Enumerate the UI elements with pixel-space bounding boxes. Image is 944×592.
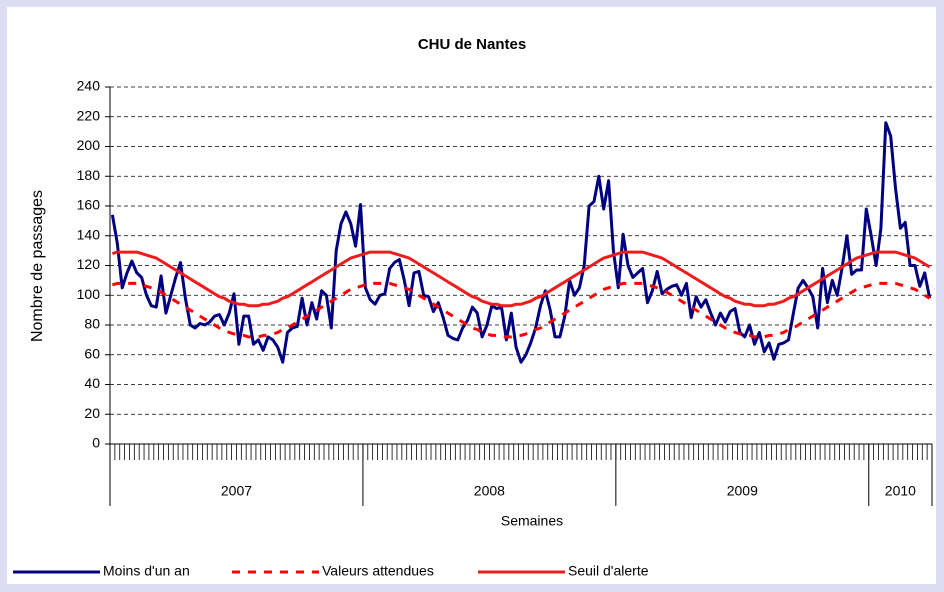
y-tick-label: 0 <box>92 435 100 451</box>
chart-title: CHU de Nantes <box>418 36 526 53</box>
year-label: 2010 <box>885 483 916 499</box>
series-line <box>110 121 932 364</box>
y-tick-label: 40 <box>84 375 100 391</box>
x-axis-label: Semaines <box>501 513 563 529</box>
y-tick-label: 20 <box>84 405 100 421</box>
y-tick-label: 220 <box>77 107 101 123</box>
series-line <box>111 250 931 308</box>
y-tick-label: 80 <box>84 316 100 332</box>
y-tick-label: 60 <box>84 345 100 361</box>
y-tick-label: 180 <box>77 167 101 183</box>
legend-label: Moins d'un an <box>103 563 190 579</box>
year-label: 2008 <box>474 483 505 499</box>
series-line <box>111 281 931 339</box>
legend-label: Seuil d'alerte <box>568 563 649 579</box>
year-label: 2007 <box>221 483 252 499</box>
y-tick-label: 120 <box>77 256 101 272</box>
y-tick-label: 140 <box>77 226 101 242</box>
legend-label: Valeurs attendues <box>322 563 434 579</box>
y-axis-label: Nombre de passages <box>29 190 46 342</box>
y-tick-label: 200 <box>77 137 101 153</box>
year-label: 2009 <box>727 483 758 499</box>
y-tick-label: 240 <box>77 78 101 94</box>
y-tick-label: 160 <box>77 197 101 213</box>
y-tick-label: 100 <box>77 286 101 302</box>
